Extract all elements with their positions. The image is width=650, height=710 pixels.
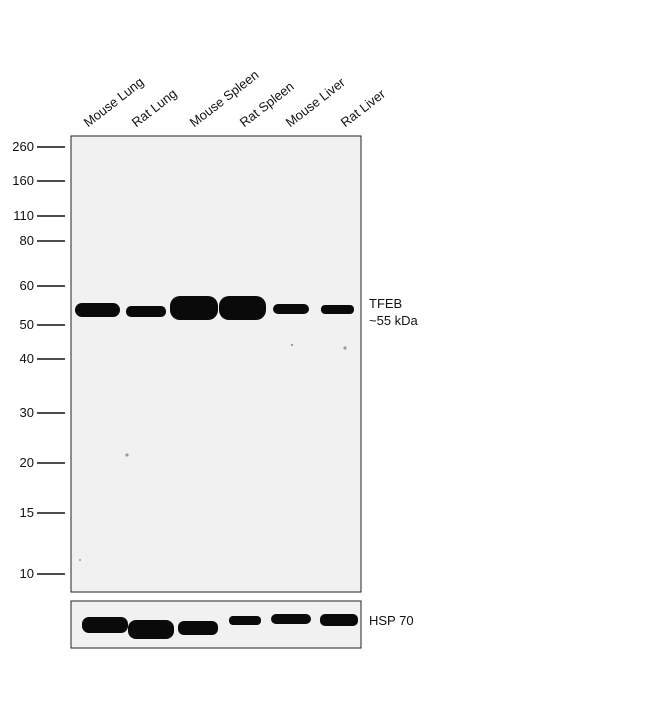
band-tfeb-rat-spleen bbox=[219, 296, 266, 320]
spot bbox=[125, 453, 129, 457]
background-spots bbox=[79, 343, 347, 561]
marker-label-50: 50 bbox=[19, 317, 34, 332]
marker-label-80: 80 bbox=[19, 233, 34, 248]
marker-label-15: 15 bbox=[19, 505, 34, 520]
target-name-label: TFEB bbox=[369, 296, 403, 311]
spot bbox=[343, 346, 347, 350]
band-hsp70-mouse-liver bbox=[271, 614, 311, 624]
band-tfeb-mouse-liver bbox=[273, 304, 309, 314]
hsp70-bands bbox=[82, 614, 358, 639]
spot bbox=[79, 559, 81, 561]
marker-label-110: 110 bbox=[13, 208, 34, 223]
band-hsp70-rat-liver bbox=[320, 614, 358, 626]
marker-label-10: 10 bbox=[19, 566, 34, 581]
control-name-label: HSP 70 bbox=[369, 613, 414, 628]
marker-label-60: 60 bbox=[19, 278, 34, 293]
band-hsp70-mouse-spleen bbox=[178, 621, 218, 635]
band-hsp70-mouse-lung bbox=[82, 617, 128, 633]
marker-label-20: 20 bbox=[19, 455, 34, 470]
band-hsp70-rat-lung bbox=[128, 620, 174, 639]
marker-ticks bbox=[37, 146, 65, 575]
marker-label-160: 160 bbox=[12, 173, 34, 188]
marker-label-30: 30 bbox=[19, 405, 34, 420]
marker-label-260: 260 bbox=[12, 139, 34, 154]
main-membrane bbox=[70, 135, 362, 593]
target-size-label: ~55 kDa bbox=[369, 313, 418, 328]
band-tfeb-rat-lung bbox=[126, 306, 166, 317]
band-hsp70-rat-spleen bbox=[229, 616, 261, 625]
band-tfeb-rat-liver bbox=[321, 305, 354, 314]
band-tfeb-mouse-spleen bbox=[170, 296, 218, 320]
spot bbox=[290, 343, 294, 347]
band-tfeb-mouse-lung bbox=[75, 303, 120, 317]
marker-label-40: 40 bbox=[19, 351, 34, 366]
tfeb-bands bbox=[75, 296, 354, 320]
